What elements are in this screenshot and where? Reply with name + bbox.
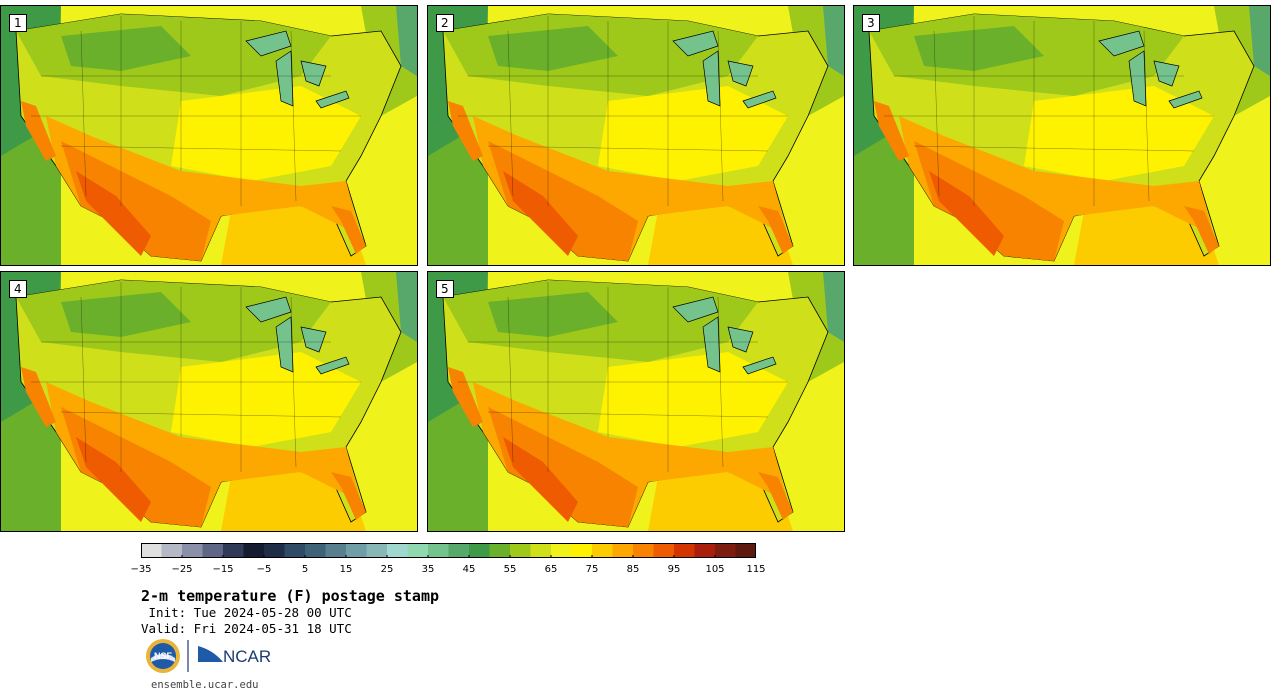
init-time: Init: Tue 2024-05-28 00 UTC bbox=[141, 605, 352, 620]
colorbar-bin bbox=[161, 543, 183, 558]
colorbar-tick-label: 55 bbox=[503, 564, 517, 575]
colorbar-bin bbox=[141, 543, 162, 558]
colorbar-bin bbox=[346, 543, 367, 558]
colorbar-bin bbox=[428, 543, 449, 558]
colorbar-tick-label: 5 bbox=[301, 564, 309, 575]
colorbar-bin bbox=[325, 543, 347, 558]
colorbar-bin bbox=[694, 543, 716, 558]
colorbar-tick-label: −35 bbox=[130, 564, 152, 575]
colorbar-tick-label: 45 bbox=[462, 564, 476, 575]
temperature-map bbox=[1, 272, 417, 531]
colorbar-bin bbox=[612, 543, 634, 558]
colorbar-bin bbox=[243, 543, 265, 558]
forecast-panel-2: 2 bbox=[427, 5, 845, 266]
colorbar-tick-label: 25 bbox=[380, 564, 394, 575]
website-url: ensemble.ucar.edu bbox=[151, 679, 259, 691]
colorbar-bin bbox=[510, 543, 531, 558]
colorbar-tick-label: 85 bbox=[626, 564, 640, 575]
colorbar-tick-label: −5 bbox=[256, 564, 272, 575]
colorbar-bin bbox=[592, 543, 613, 558]
colorbar-bin bbox=[448, 543, 470, 558]
colorbar-tick-label: 115 bbox=[746, 564, 766, 575]
colorbar-bin bbox=[653, 543, 675, 558]
colorbar-bin bbox=[674, 543, 695, 558]
colorbar-bin bbox=[407, 543, 429, 558]
temperature-map bbox=[854, 6, 1270, 265]
colorbar-bin bbox=[387, 543, 408, 558]
colorbar-bin bbox=[202, 543, 224, 558]
colorbar-bin bbox=[530, 543, 552, 558]
colorbar-tick-label: −25 bbox=[171, 564, 193, 575]
colorbar-tick-label: 95 bbox=[667, 564, 681, 575]
colorbar-tick-label: −15 bbox=[212, 564, 234, 575]
ncar-logo-icon: NCAR bbox=[198, 646, 271, 666]
panel-number: 3 bbox=[862, 14, 880, 32]
colorbar-bin bbox=[223, 543, 244, 558]
forecast-panel-4: 4 bbox=[0, 271, 418, 532]
colorbar-bin bbox=[305, 543, 326, 558]
panel-number: 5 bbox=[436, 280, 454, 298]
temperature-colorbar bbox=[141, 543, 756, 558]
forecast-panel-5: 5 bbox=[427, 271, 845, 532]
forecast-panel-3: 3 bbox=[853, 5, 1271, 266]
colorbar-tick-label: 75 bbox=[585, 564, 599, 575]
panel-number: 1 bbox=[9, 14, 27, 32]
ncar-text: NCAR bbox=[223, 647, 271, 666]
colorbar-tick-label: 65 bbox=[544, 564, 558, 575]
colorbar-bin bbox=[735, 543, 756, 558]
temperature-map bbox=[428, 272, 844, 531]
plot-title: 2-m temperature (F) postage stamp bbox=[141, 587, 440, 605]
temperature-map bbox=[428, 6, 844, 265]
valid-time: Valid: Fri 2024-05-31 18 UTC bbox=[141, 621, 352, 636]
logos: NSF NCAR bbox=[146, 639, 271, 673]
panel-number: 2 bbox=[436, 14, 454, 32]
nsf-logo-icon: NSF bbox=[146, 639, 180, 673]
colorbar-tick-label: 15 bbox=[339, 564, 353, 575]
colorbar-bin bbox=[182, 543, 203, 558]
colorbar-bin bbox=[284, 543, 306, 558]
temperature-map bbox=[1, 6, 417, 265]
colorbar-tick-label: 35 bbox=[421, 564, 435, 575]
colorbar-bin bbox=[489, 543, 511, 558]
nsf-text: NSF bbox=[154, 651, 173, 661]
panel-number: 4 bbox=[9, 280, 27, 298]
colorbar-bin bbox=[469, 543, 490, 558]
forecast-panel-1: 1 bbox=[0, 5, 418, 266]
colorbar-bin bbox=[715, 543, 736, 558]
colorbar-tick-label: 105 bbox=[705, 564, 725, 575]
colorbar-bin bbox=[633, 543, 654, 558]
colorbar-bin bbox=[366, 543, 388, 558]
colorbar-bin bbox=[571, 543, 593, 558]
colorbar-bin bbox=[264, 543, 285, 558]
colorbar-bin bbox=[551, 543, 572, 558]
